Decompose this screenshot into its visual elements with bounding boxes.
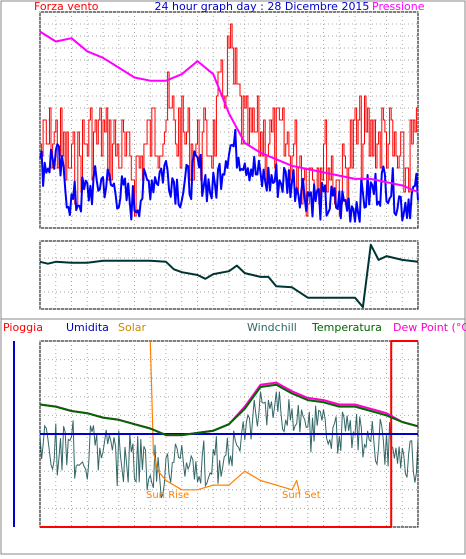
solar-title: Solar	[118, 321, 147, 334]
temperature-series	[39, 383, 419, 437]
temperature-title: Temperatura	[311, 321, 382, 334]
sun-rise-label: Sun Rise	[146, 490, 189, 501]
sun-set-label: Sun Set	[282, 490, 321, 501]
pressure-series	[39, 30, 419, 193]
dewpoint-title: Dew Point (°C)	[393, 321, 466, 334]
wind-gust-series	[40, 23, 418, 217]
wind-title: Forza vento	[34, 0, 99, 13]
windchill-title: Windchill	[247, 321, 297, 334]
wind-average-series	[39, 128, 419, 223]
rain-title: Pioggia	[3, 321, 43, 334]
pressure-title: Pressione	[372, 0, 425, 13]
grid-layer	[39, 11, 419, 528]
marks-layer	[13, 23, 419, 528]
direction-series	[39, 243, 419, 309]
humidity-title: Umidita	[66, 321, 109, 334]
date-title: 24 hour graph day : 28 Dicembre 2015	[155, 0, 370, 13]
solar-series	[149, 340, 301, 495]
windchill-series	[39, 391, 419, 498]
